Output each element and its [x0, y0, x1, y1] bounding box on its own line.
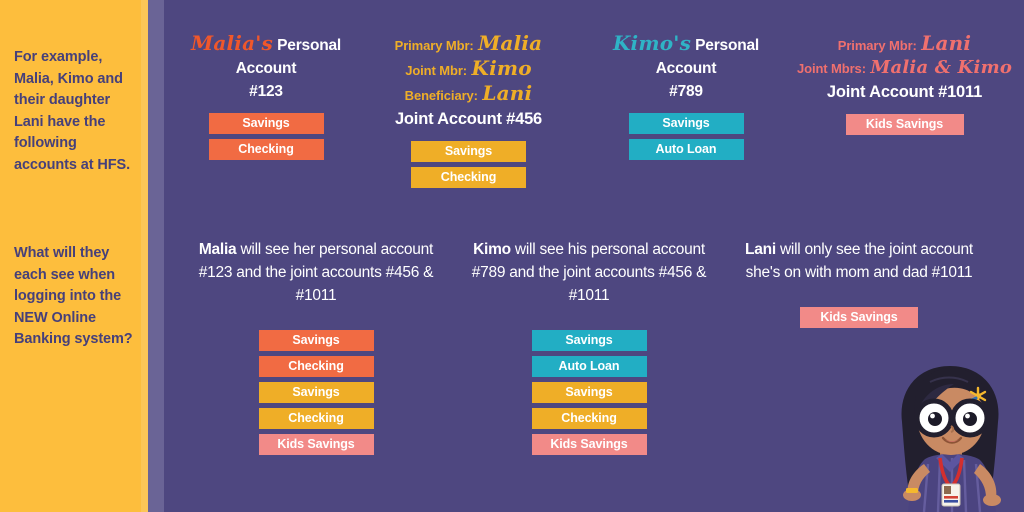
account-card-heading: Malia's Personal Account — [176, 32, 356, 80]
answers-row: Malia will see her personal account #123… — [164, 238, 1024, 478]
answer-description: Malia will see her personal account #123… — [186, 238, 446, 307]
visible-pill-kids-savings-joint1011[interactable]: Kids Savings — [258, 434, 374, 455]
account-card-joint-456: Primary Mbr: Malia Joint Mbr: Kimo Benef… — [366, 32, 571, 188]
product-pill-auto-loan[interactable]: Auto Loan — [628, 139, 744, 160]
joint-member-name: Kimo — [471, 56, 532, 80]
accounts-row: Malia's Personal Account #123 Savings Ch… — [164, 32, 1024, 197]
visible-pill-savings-personal[interactable]: Savings — [258, 330, 374, 351]
product-pill-savings[interactable]: Savings — [411, 141, 526, 162]
answer-body-text: will see his personal account #789 and t… — [471, 241, 707, 304]
joint-members-label: Joint Mbrs: — [796, 61, 866, 76]
visible-products-list: Savings Auto Loan Savings Checking Kids … — [464, 330, 714, 455]
sidebar-edge-highlight — [141, 0, 148, 512]
answer-description: Kimo will see his personal account #789 … — [464, 238, 714, 307]
account-type-label: Personal Account — [655, 37, 760, 77]
visible-pill-savings-joint456[interactable]: Savings — [258, 382, 374, 403]
product-pill-savings[interactable]: Savings — [208, 113, 324, 134]
joint-member-label: Joint Mbr: — [405, 63, 468, 78]
joint-members-names: Malia & Kimo — [870, 57, 1013, 78]
product-pill-checking[interactable]: Checking — [411, 167, 526, 188]
girl-mascot-illustration — [901, 366, 1001, 512]
account-card-malia-personal: Malia's Personal Account #123 Savings Ch… — [176, 32, 356, 160]
visible-pill-auto-loan-personal[interactable]: Auto Loan — [531, 356, 647, 377]
question-sidebar — [0, 0, 148, 512]
answer-block-lani: Lani will only see the joint account she… — [729, 238, 989, 328]
visible-pill-kids-savings-joint1011[interactable]: Kids Savings — [531, 434, 647, 455]
answer-block-kimo: Kimo will see his personal account #789 … — [464, 238, 714, 455]
account-number: #123 — [249, 83, 283, 100]
account-product-list: Kids Savings — [792, 114, 1017, 135]
primary-member-label: Primary Mbr: — [837, 38, 917, 53]
product-pill-kids-savings[interactable]: Kids Savings — [845, 114, 964, 135]
answer-person-name: Malia — [198, 241, 237, 258]
joint-member-line: Joint Mbr: Kimo — [366, 57, 571, 82]
account-title: Joint Account #1011 — [826, 83, 983, 101]
sidebar-paragraph-example: For example, Malia, Kimo and their daugh… — [14, 49, 131, 173]
account-card-heading: Kimo's Personal Account — [596, 32, 776, 80]
account-number: #789 — [669, 83, 703, 100]
primary-member-label: Primary Mbr: — [394, 38, 474, 53]
visible-pill-checking-joint456[interactable]: Checking — [258, 408, 374, 429]
answer-body-text: will only see the joint account she's on… — [745, 241, 974, 281]
visible-pill-savings-personal[interactable]: Savings — [531, 330, 647, 351]
joint-members-line: Joint Mbrs: Malia & Kimo — [792, 57, 1017, 80]
account-type-label: Personal Account — [235, 37, 342, 77]
account-product-list: Savings Auto Loan — [596, 113, 776, 160]
visible-products-list: Savings Checking Savings Checking Kids S… — [186, 330, 446, 455]
primary-member-name: Malia — [478, 31, 543, 55]
product-pill-savings[interactable]: Savings — [628, 113, 744, 134]
owner-name-script: Malia's — [190, 31, 274, 55]
answer-block-malia: Malia will see her personal account #123… — [186, 238, 446, 455]
beneficiary-line: Beneficiary: Lani — [366, 82, 571, 107]
round-glasses-icon — [914, 398, 990, 438]
sidebar-accent-strip — [148, 0, 164, 512]
product-pill-checking[interactable]: Checking — [208, 139, 324, 160]
primary-member-line: Primary Mbr: Lani — [792, 32, 1017, 57]
beneficiary-name: Lani — [482, 81, 533, 105]
answer-person-name: Lani — [745, 241, 776, 258]
visible-pill-kids-savings-joint1011[interactable]: Kids Savings — [800, 307, 918, 328]
answer-body-text: will see her personal account #123 and t… — [198, 241, 434, 304]
account-title: Joint Account #456 — [394, 110, 543, 128]
primary-member-name: Lani — [921, 31, 972, 55]
primary-member-line: Primary Mbr: Malia — [366, 32, 571, 57]
visible-products-list: Kids Savings — [729, 307, 989, 328]
answer-description: Lani will only see the joint account she… — [729, 238, 989, 284]
visible-pill-checking-joint456[interactable]: Checking — [531, 408, 647, 429]
account-product-list: Savings Checking — [366, 141, 571, 188]
account-card-kimo-personal: Kimo's Personal Account #789 Savings Aut… — [596, 32, 776, 160]
account-product-list: Savings Checking — [176, 113, 356, 160]
sidebar-paragraph-question: What will they each see when logging int… — [14, 245, 133, 347]
account-card-joint-1011: Primary Mbr: Lani Joint Mbrs: Malia & Ki… — [792, 32, 1017, 135]
owner-name-script: Kimo's — [612, 31, 692, 55]
visible-pill-checking-personal[interactable]: Checking — [258, 356, 374, 377]
answer-person-name: Kimo — [473, 241, 511, 258]
beneficiary-label: Beneficiary: — [404, 88, 478, 103]
visible-pill-savings-joint456[interactable]: Savings — [531, 382, 647, 403]
